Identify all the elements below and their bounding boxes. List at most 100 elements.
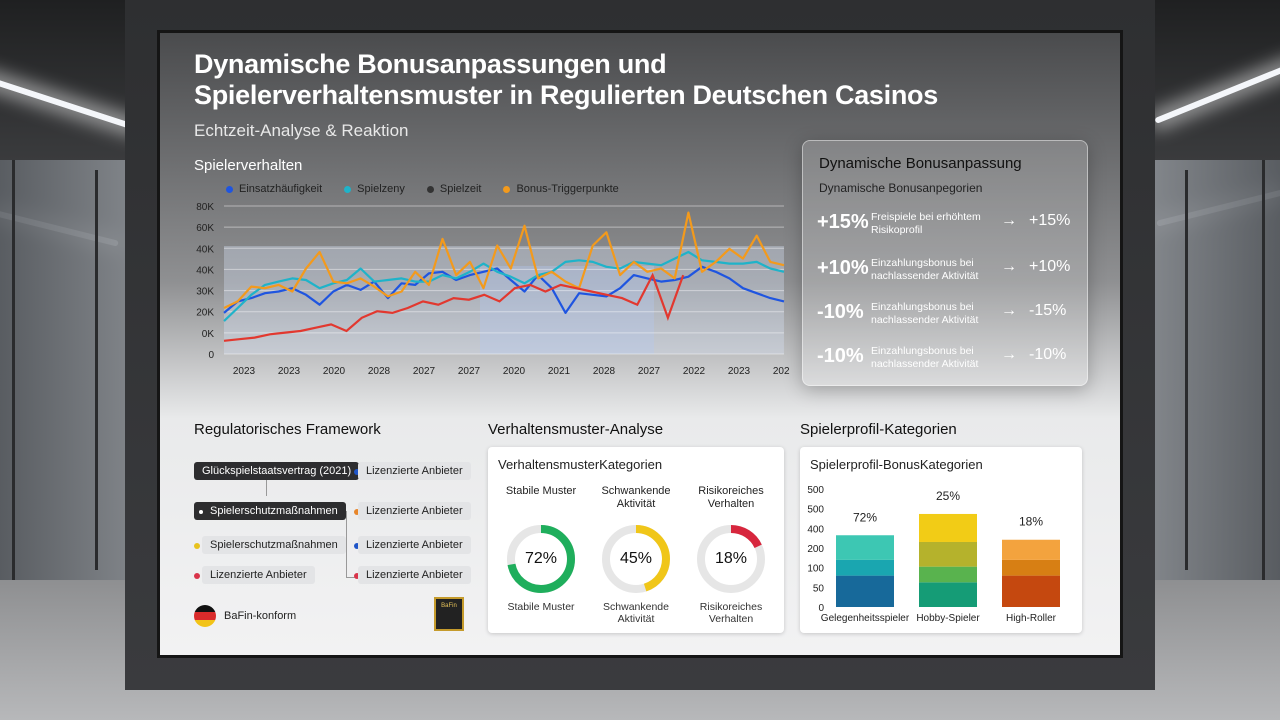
profile-title: Spielerprofil-Kategorien: [800, 421, 957, 438]
behavior-card: VerhaltensmusterKategorien Stabile Muste…: [488, 447, 784, 633]
german-flag-icon: [194, 605, 216, 627]
arrow-right-icon: →: [1001, 346, 1017, 363]
node-dot: [354, 543, 360, 549]
ring-stabile: Stabile Muster 72% Stabile Muster: [496, 485, 586, 613]
legend-label: Bonus-Triggerpunkte: [516, 183, 619, 195]
bafin-logo: BaFin: [434, 597, 464, 631]
donut-ring: 45%: [598, 521, 674, 597]
node-lizenzierte-anbieter: Lizenzierte Anbieter: [358, 536, 471, 554]
ring-progress: [602, 525, 670, 593]
legend-label: Spielzeny: [357, 183, 405, 195]
y-tick-label: 30K: [196, 287, 214, 298]
x-tick-label: 2021: [548, 366, 571, 377]
ring-progress: [697, 525, 765, 593]
x-tick-label: 2022: [683, 366, 706, 377]
y-tick-label: 80K: [196, 202, 214, 213]
ring-label-bottom: Risikoreiches Verhalten: [699, 601, 763, 625]
y-tick-label: 0: [208, 350, 214, 361]
connector-line: [346, 511, 347, 577]
ring-risikoreich: Risikoreiches Verhalten 18% Risikoreiche…: [686, 485, 776, 625]
bar-segment: [919, 566, 977, 583]
bafin-badge: BaFin-konform: [194, 605, 296, 627]
bonus-result-value: -10%: [1029, 346, 1067, 363]
bar-segment: [1002, 539, 1060, 560]
y-tick-label: 500: [807, 485, 824, 496]
page-subtitle: Echtzeit-Analyse & Reaktion: [194, 121, 409, 140]
bonus-panel-subtitle: Dynamische Bonusanpegorien: [819, 181, 983, 195]
bonus-result-value: -15%: [1029, 302, 1067, 319]
x-tick-label: 2023: [278, 366, 301, 377]
bar-data-label: 25%: [936, 489, 960, 503]
y-tick-label: 0K: [202, 329, 215, 340]
y-tick-label: 60K: [196, 223, 214, 234]
arrow-right-icon: →: [1001, 258, 1017, 275]
bonus-change-value: +15%: [817, 211, 869, 233]
node-lizenzierte-anbieter: Lizenzierte Anbieter: [358, 462, 471, 480]
node-gluecksspielstaatsvertrag: Glückspielstaatsvertrag (2021): [194, 462, 360, 480]
bar-segment: [919, 513, 977, 542]
series-line: [223, 250, 785, 322]
x-tick-label: 2028: [593, 366, 616, 377]
node-lizenzierte-anbieter: Lizenzierte Anbieter: [202, 566, 315, 584]
x-tick-label: 2027: [458, 366, 481, 377]
y-tick-label: 50: [813, 583, 825, 594]
bonus-result-value: +10%: [1029, 258, 1071, 275]
bar-segment: [836, 535, 894, 560]
ring-value: 45%: [619, 550, 653, 567]
bar-data-label: 72%: [853, 510, 877, 524]
bar-segment: [836, 575, 894, 607]
page-title: Dynamische Bonusanpassungen und Spielerv…: [194, 49, 1094, 111]
behavior-card-title: VerhaltensmusterKategorien: [498, 457, 663, 472]
line-chart-legend: Einsatzhäufigkeit Spielzeny Spielzeit Bo…: [226, 183, 619, 195]
donut-ring-arc: [602, 525, 670, 593]
bonus-description: Einzahlungsbonus bei nachlassender Aktiv…: [871, 301, 979, 326]
line-chart-title: Spielerverhalten: [194, 157, 303, 174]
ring-label-top: Stabile Muster: [505, 485, 577, 497]
y-tick-label: 500: [807, 505, 824, 516]
y-tick-label: 400: [807, 524, 824, 535]
legend-item: Spielzeny: [344, 183, 405, 195]
bar-segment: [1002, 575, 1060, 607]
bonus-change-value: -10%: [817, 301, 864, 323]
ring-progress: [507, 525, 575, 593]
donut-ring: 72%: [503, 521, 579, 597]
legend-item: Spielzeit: [426, 183, 481, 195]
window-frame: [95, 170, 98, 570]
legend-dot: [503, 185, 511, 193]
bonus-description: Einzahlungsbonus bei nachlassender Aktiv…: [871, 345, 979, 370]
bar-segment: [919, 541, 977, 567]
bonus-description: Einzahlungsbonus bei nachlassender Aktiv…: [871, 257, 979, 282]
series-line: [223, 211, 785, 309]
bonus-panel: Dynamische Bonusanpassung Dynamische Bon…: [802, 140, 1088, 386]
title-line-1: Dynamische Bonusanpassungen und: [194, 49, 667, 79]
line-chart: 0 0K 20K 30K 40K 40K 60K 80K 2023 2023 2020 2028 202…: [196, 202, 790, 377]
legend-dot: [344, 185, 352, 193]
bafin-label: BaFin-konform: [224, 610, 297, 622]
bonus-result-value: +15%: [1029, 212, 1071, 229]
bonus-row: +10% Einzahlungsbonus bei nachlassender …: [817, 253, 1079, 293]
ring-schwankend: Schwankende Aktivität 45% Schwankende Ak…: [591, 485, 681, 625]
window-frame: [12, 160, 15, 580]
node-spielerschutz: Spielerschutzmaßnahmen: [202, 536, 346, 554]
node-dot: [354, 469, 360, 475]
bar-data-label: 18%: [1019, 515, 1043, 529]
bonus-change-value: -10%: [817, 345, 864, 367]
x-category-label: Hobby-Spieler: [916, 613, 980, 624]
x-tick-label: 2028: [368, 366, 391, 377]
y-tick-label: 200: [807, 544, 824, 555]
arrow-right-icon: →: [1001, 302, 1017, 319]
y-tick-label: 100: [807, 564, 824, 575]
x-tick-label: 2027: [413, 366, 436, 377]
donut-ring-arc: [697, 525, 765, 593]
bar-segment: [919, 582, 977, 607]
x-category-label: Gelegenheitsspieler: [821, 613, 910, 624]
y-tick-label: 40K: [196, 244, 214, 255]
title-line-2: Spielerverhaltensmuster in Regulierten D…: [194, 80, 938, 110]
connector-line: [266, 474, 267, 496]
bar-segment: [1002, 559, 1060, 576]
profile-card: Spielerprofil-BonusKategorien 0 50 100 200 4…: [800, 447, 1082, 633]
connector-line: [346, 577, 358, 578]
legend-dot: [426, 185, 434, 193]
node-lizenzierte-anbieter: Lizenzierte Anbieter: [358, 502, 471, 520]
bonus-row: +15% Freispiele bei erhöhtem Risikoprofi…: [817, 207, 1079, 247]
